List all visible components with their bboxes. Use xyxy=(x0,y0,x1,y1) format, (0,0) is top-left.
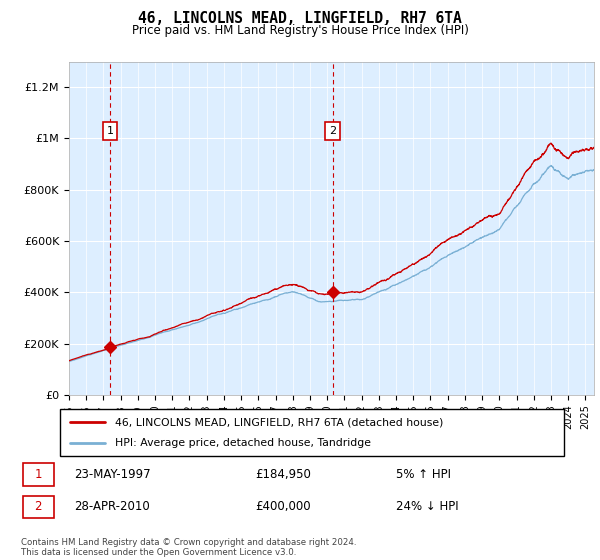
Text: Price paid vs. HM Land Registry's House Price Index (HPI): Price paid vs. HM Land Registry's House … xyxy=(131,24,469,36)
Text: 1: 1 xyxy=(34,468,42,481)
Text: Contains HM Land Registry data © Crown copyright and database right 2024.
This d: Contains HM Land Registry data © Crown c… xyxy=(21,538,356,557)
Text: 28-APR-2010: 28-APR-2010 xyxy=(74,500,150,514)
Text: HPI: Average price, detached house, Tandridge: HPI: Average price, detached house, Tand… xyxy=(115,438,371,448)
Text: £400,000: £400,000 xyxy=(255,500,311,514)
FancyBboxPatch shape xyxy=(23,496,53,518)
Text: 2: 2 xyxy=(329,126,336,136)
Text: 1: 1 xyxy=(106,126,113,136)
Text: 46, LINCOLNS MEAD, LINGFIELD, RH7 6TA: 46, LINCOLNS MEAD, LINGFIELD, RH7 6TA xyxy=(138,11,462,26)
Text: 46, LINCOLNS MEAD, LINGFIELD, RH7 6TA (detached house): 46, LINCOLNS MEAD, LINGFIELD, RH7 6TA (d… xyxy=(115,417,444,427)
Text: 2: 2 xyxy=(34,500,42,514)
Text: 24% ↓ HPI: 24% ↓ HPI xyxy=(396,500,458,514)
Text: 23-MAY-1997: 23-MAY-1997 xyxy=(74,468,151,481)
Text: £184,950: £184,950 xyxy=(255,468,311,481)
FancyBboxPatch shape xyxy=(23,463,53,486)
Text: 5% ↑ HPI: 5% ↑ HPI xyxy=(396,468,451,481)
